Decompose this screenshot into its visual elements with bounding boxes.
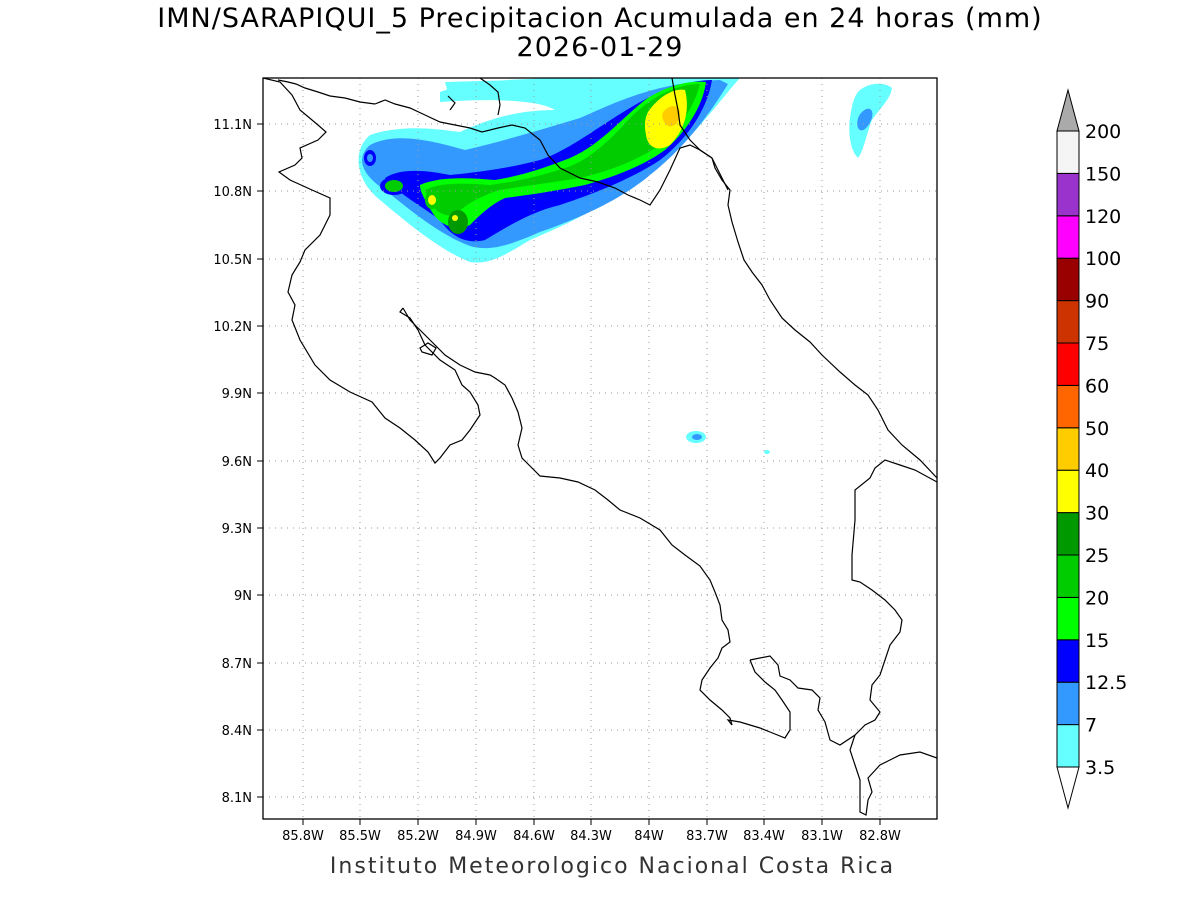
y-axis: 11.1N 10.8N 10.5N 10.2N 9.9N 9.6N 9.3N 9…: [213, 118, 263, 806]
colorbar-level-label: 150: [1085, 163, 1121, 185]
x-tick-label: 85.2W: [397, 829, 439, 844]
x-tick-label: 85.5W: [339, 829, 381, 844]
coastline: [263, 78, 937, 816]
colorbar-box: [1056, 342, 1080, 386]
y-tick-label: 9.3N: [222, 522, 252, 537]
colorbar-box: [1056, 554, 1080, 598]
y-tick-label: 8.4N: [222, 724, 252, 739]
y-tick-label: 8.1N: [222, 791, 252, 806]
colorbar-box: [1056, 427, 1080, 471]
colorbar-level-label: 120: [1085, 206, 1121, 228]
y-tick-label: 10.8N: [213, 185, 252, 200]
colorbar-level-label: 25: [1085, 545, 1109, 567]
x-tick-label: 83.1W: [801, 829, 843, 844]
map-date: 2026-01-29: [516, 32, 684, 63]
colorbar-box: [1056, 724, 1080, 768]
colorbar-box: [1056, 215, 1080, 259]
footer-credit: Instituto Meteorologico Nacional Costa R…: [329, 854, 896, 879]
colorbar-level-label: 12.5: [1085, 672, 1127, 694]
colorbar-level-label: 50: [1085, 418, 1109, 440]
colorbar: 3.5 7 12.5 15 20 25 30 40 50 60 75 90 100 120 150 200: [1056, 88, 1127, 810]
x-tick-label: 84W: [634, 829, 664, 844]
colorbar-box: [1056, 512, 1080, 556]
y-tick-label: 9N: [234, 589, 252, 604]
colorbar-level-label: 100: [1085, 248, 1121, 270]
colorbar-level-label: 90: [1085, 291, 1109, 313]
colorbar-level-label: 60: [1085, 375, 1109, 397]
colorbar-box: [1056, 639, 1080, 683]
y-tick-label: 9.6N: [222, 455, 252, 470]
x-tick-label: 82.8W: [859, 829, 901, 844]
precipitation-field: [358, 78, 892, 454]
colorbar-box: [1056, 469, 1080, 514]
x-tick-label: 85.8W: [282, 829, 324, 844]
map-border: [262, 77, 938, 820]
colorbar-top-arrow: [1056, 88, 1080, 132]
colorbar-level-label: 75: [1085, 333, 1109, 355]
colorbar-level-label: 15: [1085, 630, 1109, 652]
colorbar-box: [1056, 172, 1080, 217]
x-tick-label: 83.7W: [686, 829, 728, 844]
x-tick-label: 84.3W: [570, 829, 612, 844]
colorbar-level-label: 7: [1085, 715, 1097, 737]
y-tick-label: 10.5N: [213, 253, 252, 268]
y-tick-label: 8.7N: [222, 657, 252, 672]
x-tick-label: 84.9W: [455, 829, 497, 844]
colorbar-box: [1056, 681, 1080, 726]
map-grid: [263, 78, 937, 819]
colorbar-level-label: 30: [1085, 503, 1109, 525]
y-tick-label: 9.9N: [222, 387, 252, 402]
colorbar-level-label: 40: [1085, 460, 1109, 482]
x-axis: 85.8W 85.5W 85.2W 84.9W 84.6W 84.3W 84W …: [282, 819, 901, 844]
x-tick-label: 83.4W: [743, 829, 785, 844]
map-title: IMN/SARAPIQUI_5 Precipitacion Acumulada …: [157, 3, 1043, 34]
colorbar-box: [1056, 130, 1080, 174]
colorbar-level-label: 3.5: [1085, 757, 1115, 779]
colorbar-box: [1056, 384, 1080, 429]
colorbar-box: [1056, 257, 1080, 302]
colorbar-bottom-arrow: [1056, 766, 1080, 810]
x-tick-label: 84.6W: [513, 829, 555, 844]
colorbar-level-label: 20: [1085, 587, 1109, 609]
colorbar-box: [1056, 596, 1080, 641]
y-tick-label: 11.1N: [213, 118, 252, 133]
colorbar-box: [1056, 300, 1080, 344]
colorbar-level-label: 200: [1085, 121, 1121, 143]
y-tick-label: 10.2N: [213, 320, 252, 335]
